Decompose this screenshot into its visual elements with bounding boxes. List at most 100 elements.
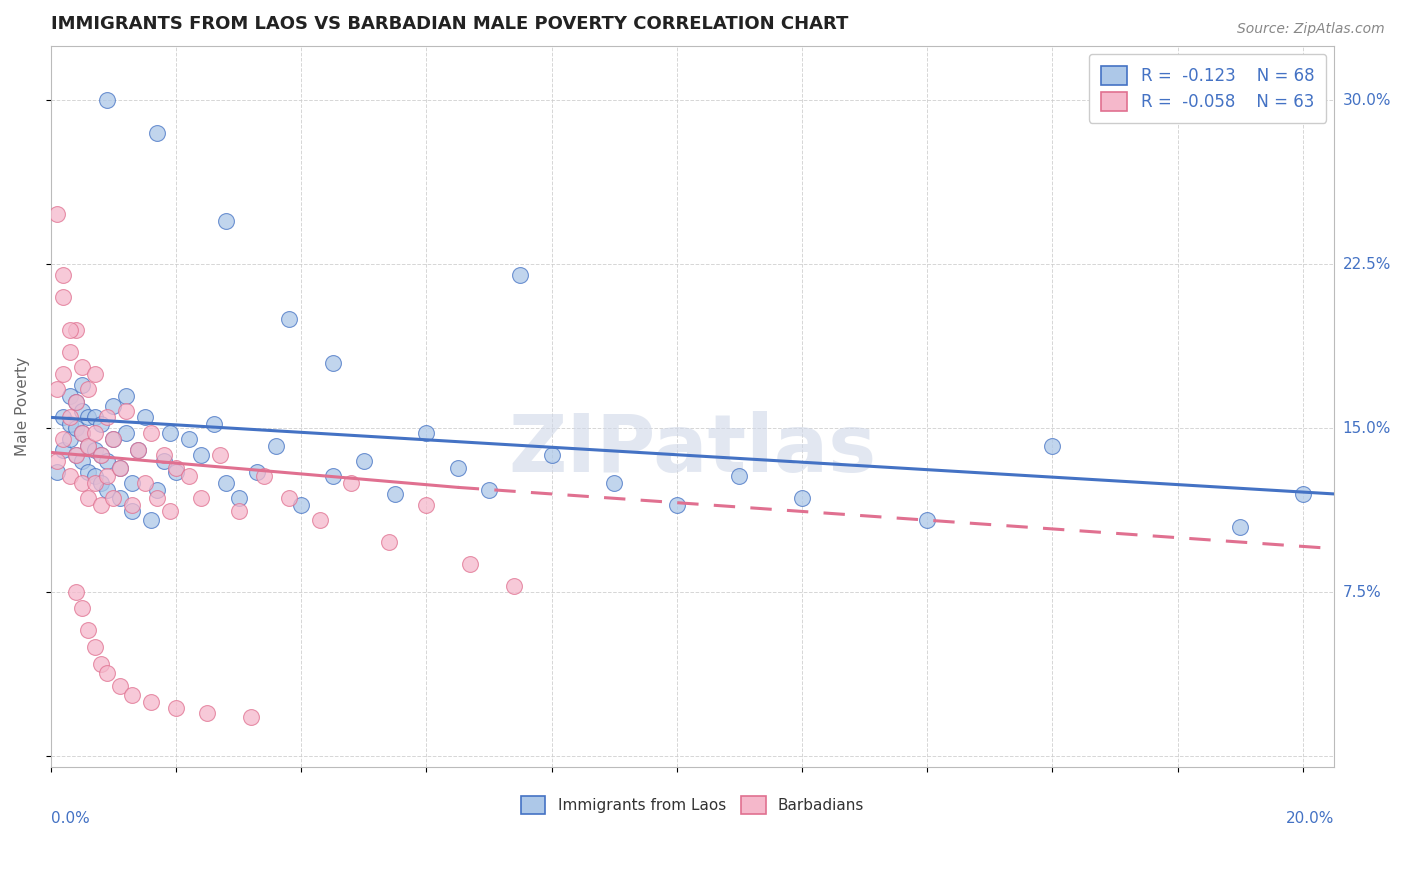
Point: [340, 475, 363, 490]
Point: [190, 448, 212, 462]
Legend: Immigrants from Laos, Barbadians: Immigrants from Laos, Barbadians: [510, 786, 875, 824]
Point: [1042, 439, 1064, 453]
Point: [46, 454, 69, 468]
Point: [215, 213, 238, 227]
Point: [83, 469, 105, 483]
Point: [503, 579, 526, 593]
Point: [65, 421, 87, 435]
Point: [115, 388, 138, 402]
Point: [77, 439, 100, 453]
Point: [83, 640, 105, 654]
Point: [415, 498, 437, 512]
Point: [152, 448, 174, 462]
Point: [103, 432, 125, 446]
Point: [83, 425, 105, 440]
Point: [139, 695, 162, 709]
Point: [52, 410, 75, 425]
Point: [353, 454, 375, 468]
Point: [103, 400, 125, 414]
Point: [70, 475, 93, 490]
Point: [202, 417, 225, 431]
Point: [108, 460, 131, 475]
Point: [415, 425, 437, 440]
Point: [90, 475, 112, 490]
Point: [509, 268, 531, 283]
Point: [240, 710, 263, 724]
Point: [70, 377, 93, 392]
Point: [228, 491, 250, 506]
Point: [127, 443, 149, 458]
Point: [59, 344, 82, 359]
Point: [309, 513, 332, 527]
Point: [915, 513, 938, 527]
Point: [65, 585, 87, 599]
Point: [728, 469, 751, 483]
Point: [46, 465, 69, 479]
Point: [77, 623, 100, 637]
Point: [90, 448, 112, 462]
Point: [77, 491, 100, 506]
Point: [134, 410, 156, 425]
Point: [146, 126, 169, 140]
Point: [177, 432, 200, 446]
Point: [83, 367, 105, 381]
Point: [121, 475, 143, 490]
Point: [70, 425, 93, 440]
Point: [121, 688, 143, 702]
Point: [46, 207, 69, 221]
Point: [134, 475, 156, 490]
Point: [65, 323, 87, 337]
Point: [322, 356, 344, 370]
Point: [83, 443, 105, 458]
Point: [96, 410, 118, 425]
Point: [90, 448, 112, 462]
Point: [322, 469, 344, 483]
Point: [52, 290, 75, 304]
Point: [165, 701, 187, 715]
Point: [77, 465, 100, 479]
Point: [59, 469, 82, 483]
Point: [52, 432, 75, 446]
Point: [83, 475, 105, 490]
Point: [384, 487, 406, 501]
Point: [478, 483, 501, 497]
Point: [59, 417, 82, 431]
Point: [96, 93, 118, 107]
Point: [65, 448, 87, 462]
Point: [603, 475, 626, 490]
Point: [165, 465, 187, 479]
Point: [96, 483, 118, 497]
Point: [59, 432, 82, 446]
Point: [77, 410, 100, 425]
Point: [70, 404, 93, 418]
Point: [46, 382, 69, 396]
Text: ZIPatlas: ZIPatlas: [509, 410, 876, 489]
Point: [290, 498, 312, 512]
Point: [277, 491, 299, 506]
Point: [70, 425, 93, 440]
Point: [83, 410, 105, 425]
Point: [70, 360, 93, 375]
Point: [458, 557, 481, 571]
Point: [108, 679, 131, 693]
Text: 0.0%: 0.0%: [51, 811, 90, 826]
Point: [52, 367, 75, 381]
Point: [159, 504, 181, 518]
Point: [59, 323, 82, 337]
Point: [59, 388, 82, 402]
Point: [121, 498, 143, 512]
Point: [90, 498, 112, 512]
Point: [90, 657, 112, 672]
Point: [177, 469, 200, 483]
Point: [540, 448, 562, 462]
Point: [208, 448, 231, 462]
Y-axis label: Male Poverty: Male Poverty: [15, 357, 30, 456]
Point: [447, 460, 470, 475]
Point: [121, 504, 143, 518]
Point: [59, 410, 82, 425]
Point: [96, 666, 118, 681]
Point: [190, 491, 212, 506]
Text: 20.0%: 20.0%: [1286, 811, 1334, 826]
Point: [108, 491, 131, 506]
Point: [253, 469, 276, 483]
